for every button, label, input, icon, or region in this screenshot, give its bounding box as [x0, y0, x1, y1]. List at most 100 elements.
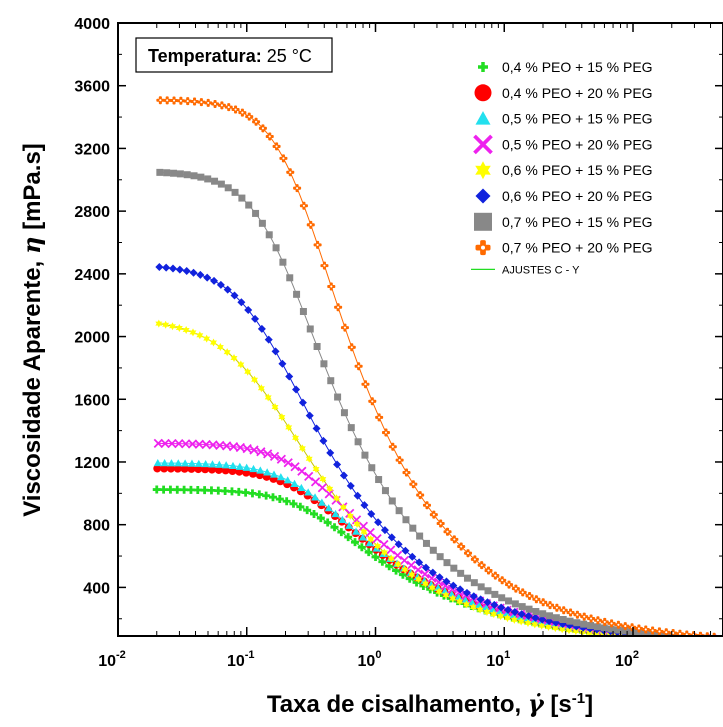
data-point: [340, 409, 348, 417]
data-point: [428, 583, 436, 592]
data-point: [293, 290, 301, 298]
legend-label: 0,4 % PEO + 15 % PEG: [502, 59, 653, 75]
data-point: [498, 594, 506, 602]
data-point: [155, 319, 163, 328]
data-point: [669, 629, 678, 636]
data-point: [345, 521, 354, 529]
data-point: [600, 617, 609, 626]
data-point: [600, 624, 608, 632]
data-point: [546, 601, 555, 610]
data-point: [518, 603, 526, 611]
data-point: [320, 360, 328, 368]
data-point: [368, 464, 376, 472]
data-point: [539, 610, 547, 618]
data-point: [163, 169, 171, 177]
data-point: [395, 456, 404, 465]
data-point: [231, 188, 239, 196]
data-point: [214, 465, 223, 474]
data-point: [387, 554, 395, 563]
data-point: [580, 620, 588, 628]
data-point: [347, 424, 355, 432]
legend-marker: [473, 134, 493, 155]
data-point: [222, 461, 231, 469]
data-point: [339, 471, 348, 480]
data-point: [224, 184, 232, 192]
svg-text:Taxa de cisalhamento, γ̇ [s-1]: Taxa de cisalhamento, γ̇ [s-1]: [267, 689, 593, 718]
data-point: [443, 527, 452, 536]
data-point: [367, 535, 375, 544]
data-point: [490, 610, 498, 619]
data-point: [470, 579, 478, 587]
data-point: [558, 625, 566, 634]
data-point: [175, 323, 183, 332]
data-point: [224, 103, 233, 112]
data-point: [241, 488, 250, 497]
data-point: [354, 362, 363, 371]
legend-item: 0,4 % PEO + 15 % PEG: [478, 59, 653, 75]
data-point: [476, 595, 485, 604]
data-point: [283, 458, 293, 468]
data-point: [176, 96, 185, 105]
data-point: [310, 509, 318, 518]
data-point: [317, 498, 326, 506]
data-point: [429, 510, 438, 519]
data-point: [251, 314, 260, 323]
data-point: [169, 264, 178, 273]
data-point: [457, 542, 466, 551]
data-point: [316, 514, 325, 523]
data-point: [375, 413, 384, 422]
data-point: [278, 413, 286, 422]
data-point: [361, 380, 370, 389]
y-tick-label: 2000: [74, 330, 110, 347]
data-point: [539, 598, 548, 607]
data-point: [364, 548, 373, 557]
data-point: [193, 486, 202, 495]
x-tick-label: 10-2: [98, 649, 126, 670]
legend-item: 0,5 % PEO + 15 % PEG: [475, 111, 653, 127]
data-point: [462, 588, 471, 597]
data-point: [449, 581, 458, 590]
legend-label: 0,6 % PEO + 15 % PEG: [502, 162, 653, 178]
data-point: [214, 486, 223, 495]
data-point: [510, 615, 518, 624]
data-point: [416, 532, 424, 540]
data-point: [194, 465, 203, 474]
data-point: [331, 509, 340, 518]
data-point: [497, 612, 505, 621]
data-point: [160, 459, 169, 467]
data-point: [461, 595, 470, 604]
data-point: [379, 539, 389, 550]
data-point: [511, 584, 520, 593]
data-point: [682, 630, 691, 636]
data-point: [409, 524, 417, 532]
data-point: [264, 393, 272, 402]
fit-line: [156, 489, 655, 636]
data-point: [197, 173, 205, 181]
data-point: [447, 590, 456, 598]
data-point: [245, 112, 254, 121]
data-point: [436, 553, 444, 561]
data-point: [293, 184, 302, 193]
data-point: [268, 493, 277, 502]
data-point: [155, 262, 164, 271]
data-point: [162, 263, 171, 272]
data-point: [511, 600, 519, 608]
data-point: [422, 539, 430, 547]
data-point: [252, 117, 261, 126]
data-point: [180, 464, 189, 473]
data-point: [238, 108, 247, 117]
data-point: [477, 583, 485, 591]
data-point: [216, 343, 224, 352]
data-point: [524, 619, 532, 627]
data-point: [580, 612, 589, 621]
data-point: [429, 546, 437, 554]
data-point: [381, 487, 389, 495]
data-point: [421, 579, 429, 588]
y-tick-label: 800: [83, 518, 110, 535]
data-point: [552, 614, 560, 622]
data-point: [159, 485, 168, 494]
data-point: [319, 436, 328, 445]
data-point: [252, 209, 260, 217]
data-point: [488, 605, 497, 613]
